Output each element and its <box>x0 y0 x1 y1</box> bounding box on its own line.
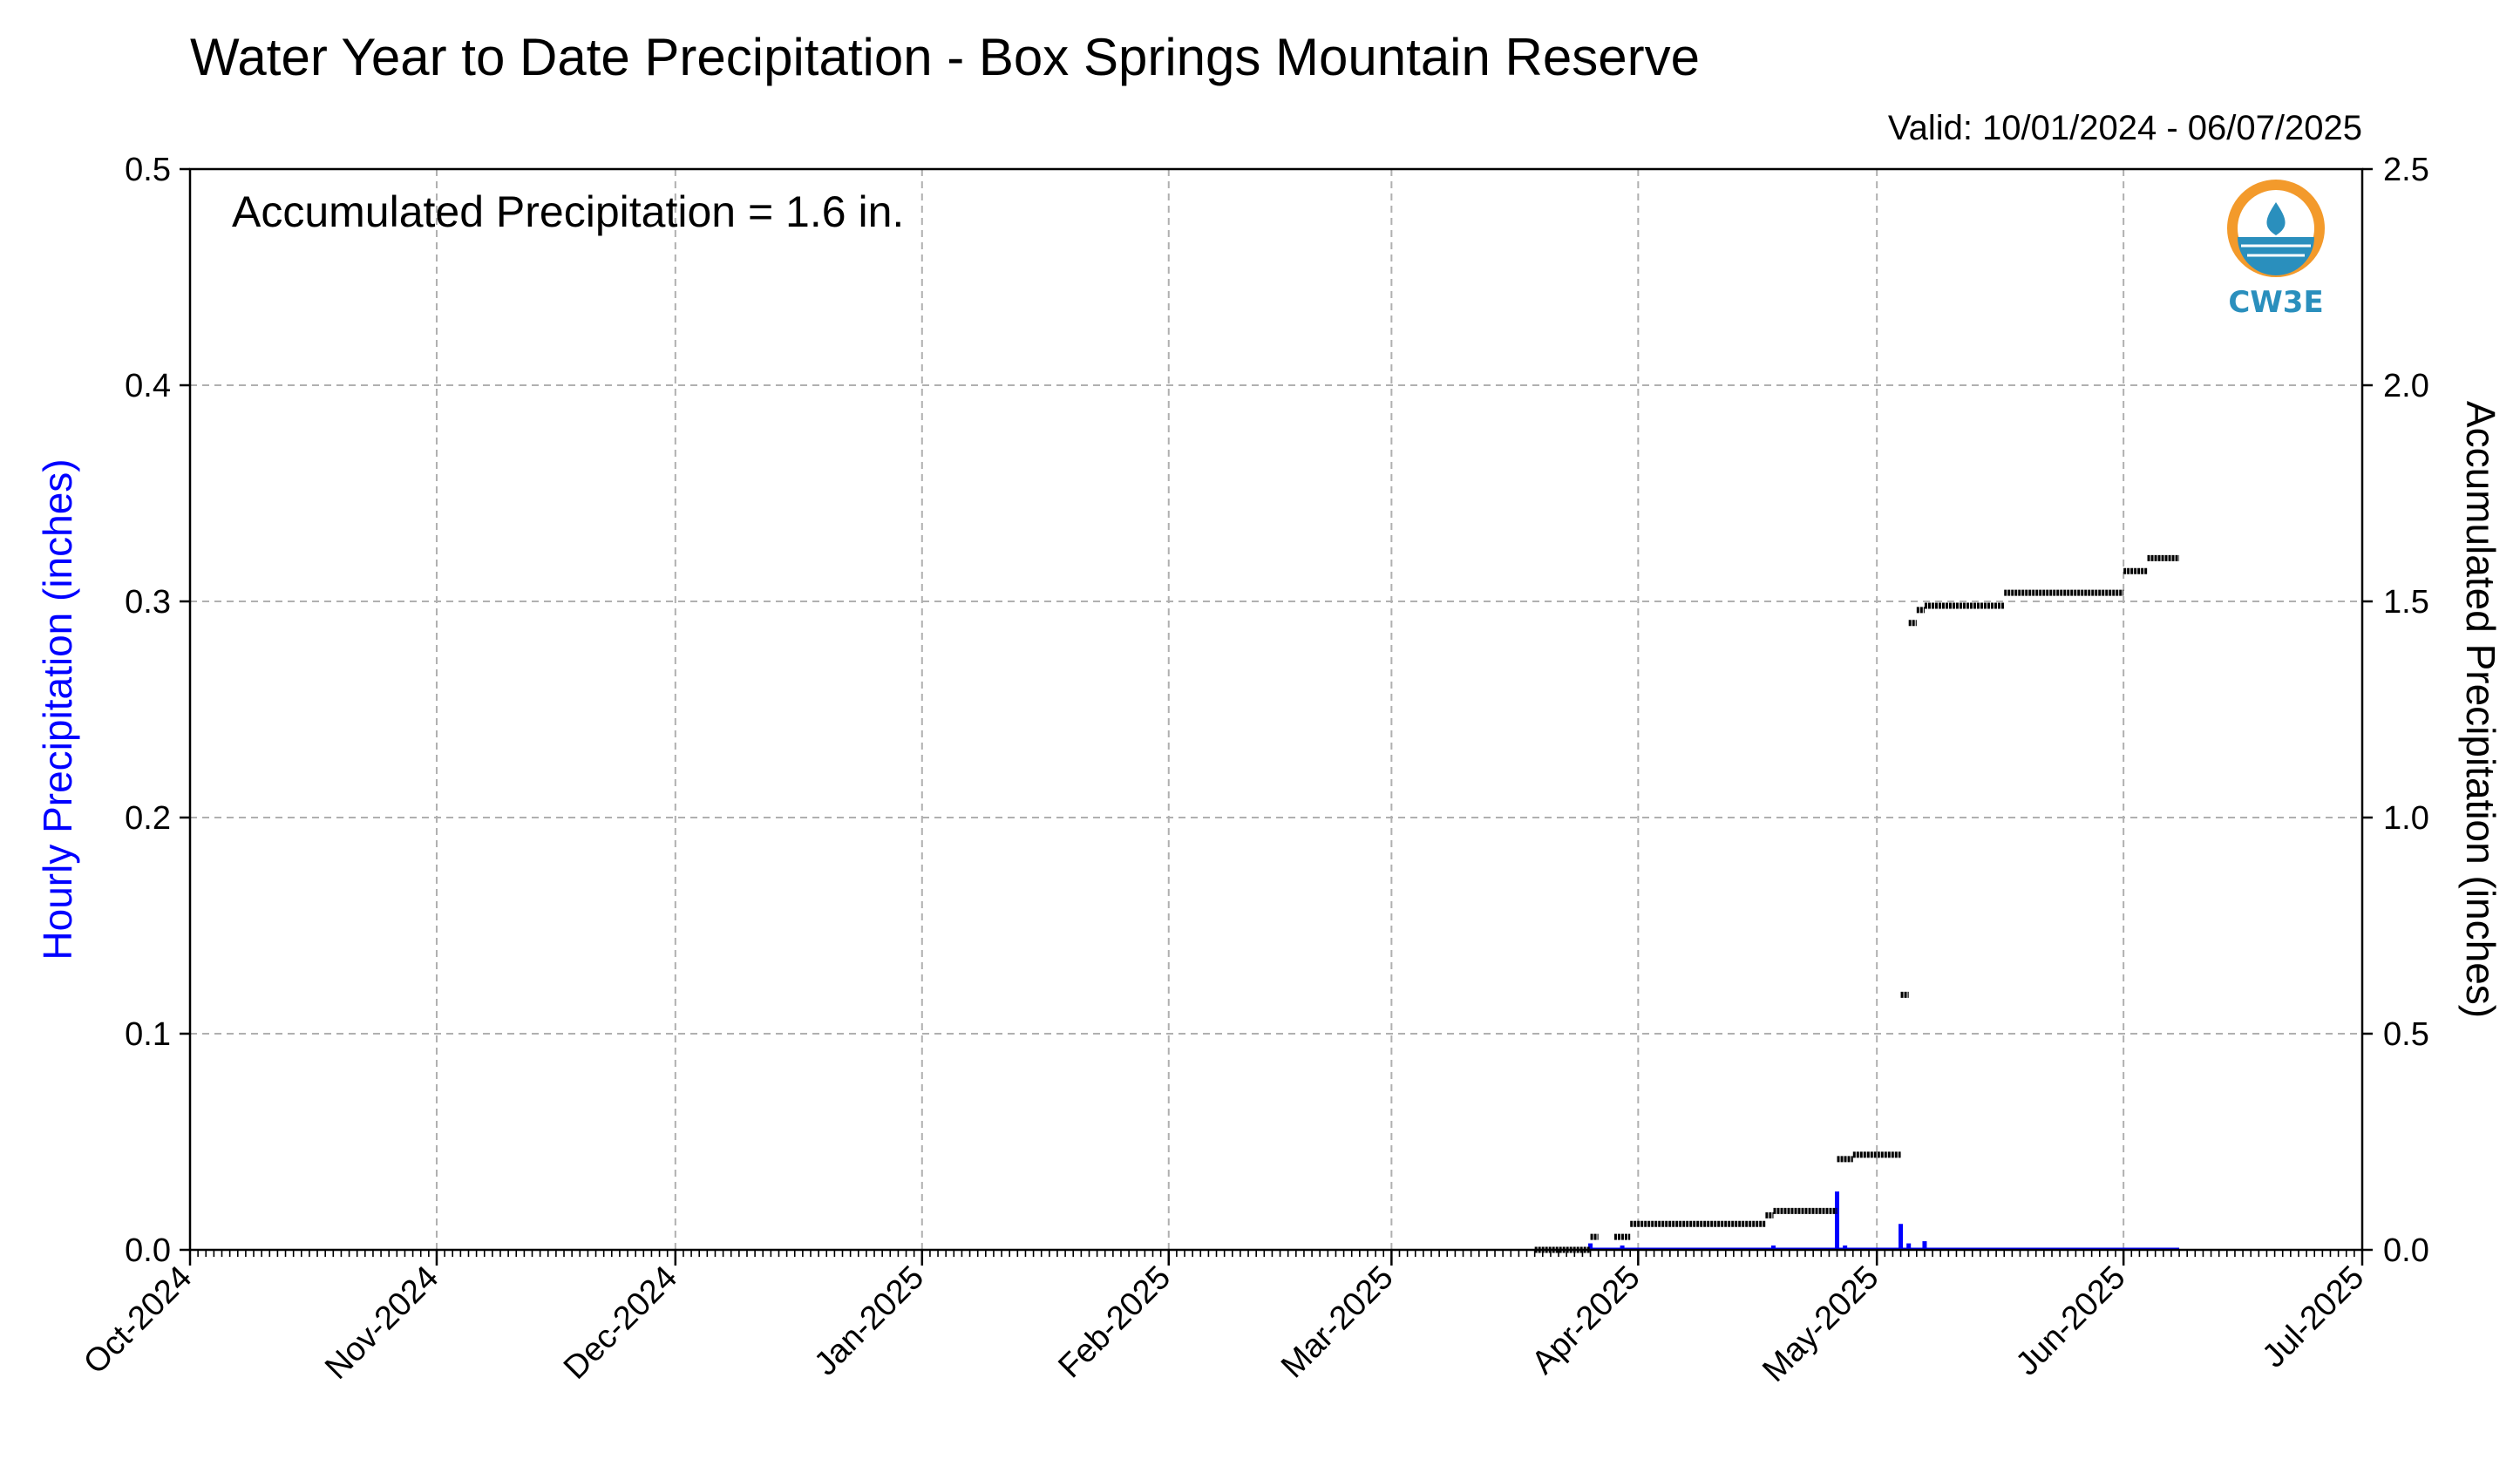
right-y-axis: 0.0 0.5 1.0 1.5 2.0 2.5 <box>2362 152 2429 1269</box>
x-axis: Oct-2024 Nov-2024 Dec-2024 Jan-2025 Feb-2025… <box>77 1250 2371 1389</box>
plot-frame <box>188 167 2364 1252</box>
left-y-tick-label: 0.5 <box>125 152 171 188</box>
valid-date-range: Valid: 10/01/2024 - 06/07/2025 <box>1888 109 2362 147</box>
right-y-tick-label: 2.5 <box>2383 152 2429 188</box>
hourly-bar <box>1906 1243 1912 1250</box>
x-tick-label: Apr-2025 <box>1525 1259 1647 1381</box>
left-y-tick-label: 0.0 <box>125 1232 171 1269</box>
x-tick-label: Dec-2024 <box>557 1259 684 1387</box>
accumulated-annotation: Accumulated Precipitation = 1.6 in. <box>232 187 904 236</box>
hourly-bars <box>1588 1191 2180 1250</box>
x-tick-label: May-2025 <box>1756 1259 1885 1389</box>
left-y-tick-label: 0.1 <box>125 1016 171 1053</box>
x-tick-label: Jun-2025 <box>2009 1259 2133 1383</box>
chart-title: Water Year to Date Precipitation - Box S… <box>190 28 1700 86</box>
right-y-tick-label: 1.5 <box>2383 584 2429 621</box>
x-tick-label: Jan-2025 <box>807 1259 931 1383</box>
x-tick-label: Jul-2025 <box>2256 1259 2372 1375</box>
cw3e-logo: CW3E <box>2227 180 2325 320</box>
left-y-tick-label: 0.2 <box>125 800 171 837</box>
right-y-tick-label: 2.0 <box>2383 368 2429 404</box>
hourly-bar <box>1922 1241 1927 1250</box>
right-y-tick-label: 1.0 <box>2383 800 2429 837</box>
x-tick-label: Nov-2024 <box>318 1259 445 1387</box>
left-y-tick-label: 0.4 <box>125 368 171 404</box>
logo-drop-icon <box>2266 202 2286 235</box>
grid-lines <box>190 169 2362 1250</box>
left-y-axis: 0.0 0.1 0.2 0.3 0.4 0.5 <box>125 152 190 1269</box>
left-y-axis-label: Hourly Precipitation (inches) <box>35 458 80 960</box>
x-tick-label: Oct-2024 <box>77 1259 199 1381</box>
logo-text: CW3E <box>2228 285 2323 320</box>
hourly-bar <box>1588 1243 1593 1250</box>
x-tick-label: Feb-2025 <box>1051 1259 1178 1386</box>
x-tick-label: Mar-2025 <box>1274 1259 1401 1386</box>
hourly-bar <box>1835 1191 1840 1250</box>
left-y-tick-label: 0.3 <box>125 584 171 621</box>
right-y-axis-label: Accumulated Precipitation (inches) <box>2458 401 2503 1018</box>
accumulated-steps <box>1534 554 2180 1253</box>
right-y-tick-label: 0.0 <box>2383 1232 2429 1269</box>
right-y-tick-label: 0.5 <box>2383 1016 2429 1053</box>
hourly-bar <box>1898 1224 1904 1250</box>
